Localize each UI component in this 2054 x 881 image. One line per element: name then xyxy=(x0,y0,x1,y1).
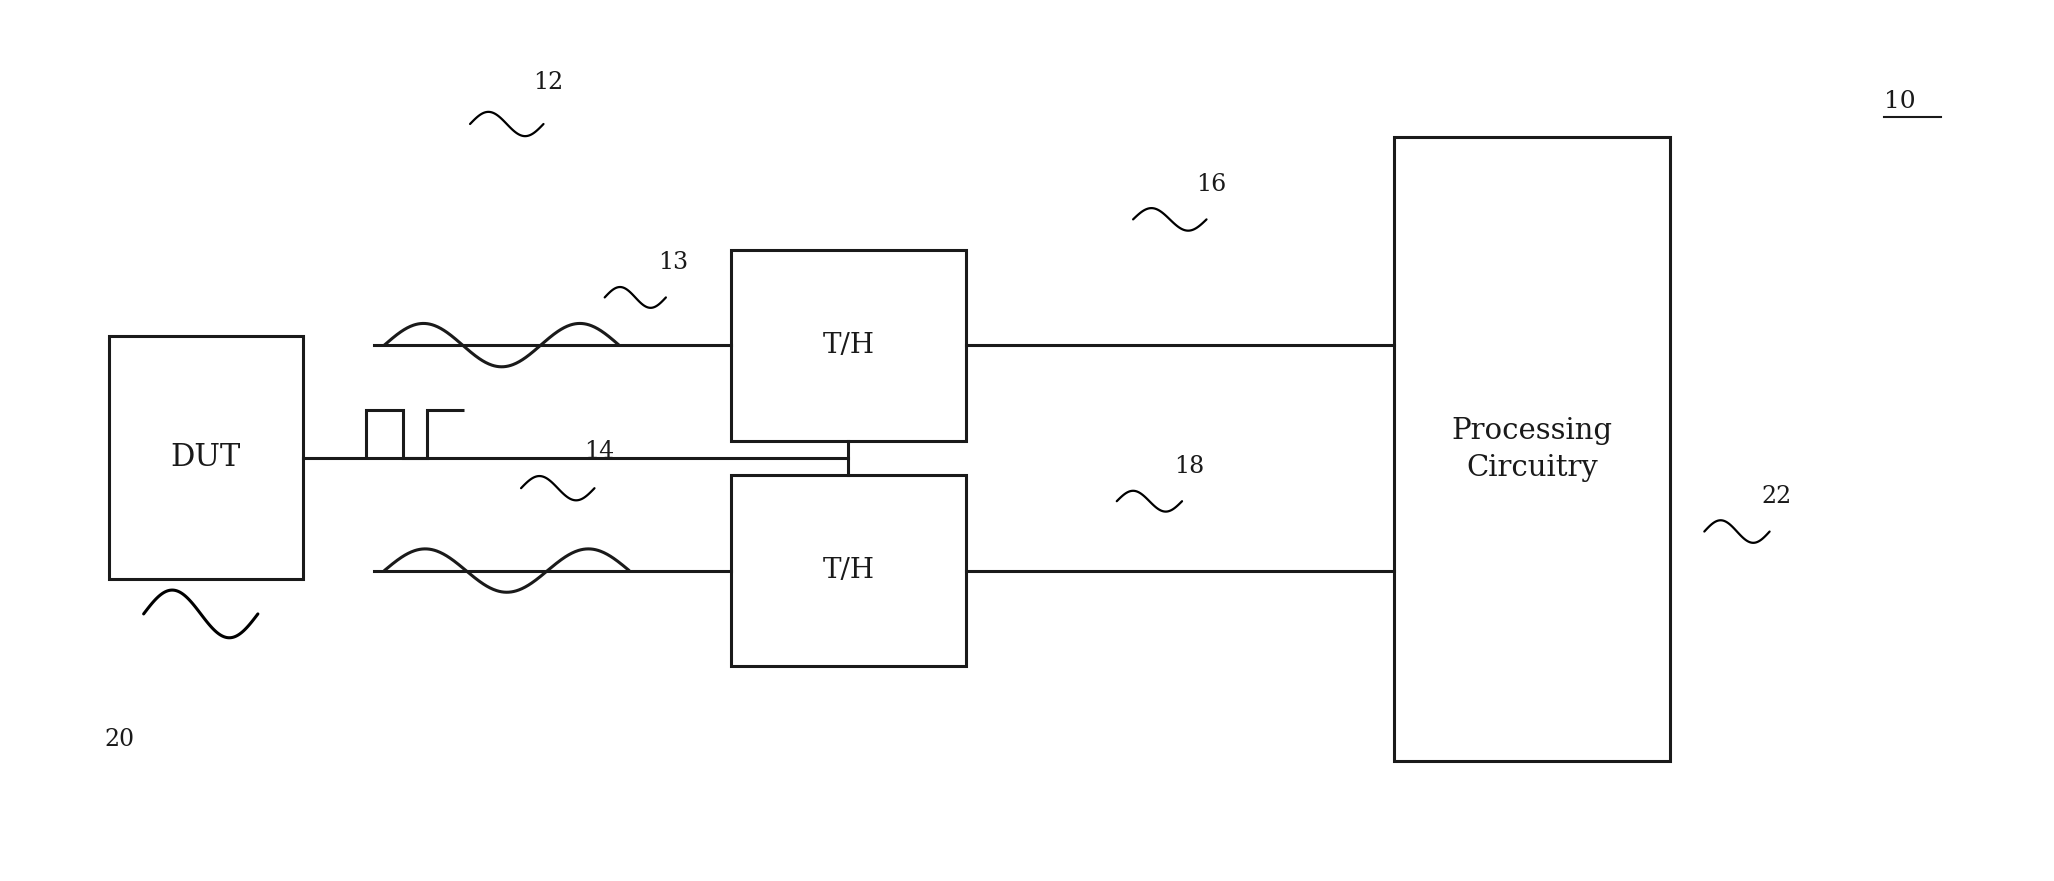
Bar xyxy=(1395,137,1670,761)
Bar xyxy=(109,337,302,579)
Text: 18: 18 xyxy=(1175,455,1204,478)
Text: Processing
Circuitry: Processing Circuitry xyxy=(1452,417,1612,482)
Text: DUT: DUT xyxy=(170,442,240,473)
Text: T/H: T/H xyxy=(822,557,875,584)
Bar xyxy=(731,249,965,440)
Text: T/H: T/H xyxy=(822,331,875,359)
Text: 13: 13 xyxy=(657,251,688,274)
Text: 10: 10 xyxy=(1884,90,1916,113)
Bar xyxy=(731,475,965,666)
Text: 20: 20 xyxy=(105,728,136,751)
Text: 14: 14 xyxy=(583,440,614,463)
Text: 22: 22 xyxy=(1762,485,1791,508)
Text: 12: 12 xyxy=(534,71,563,94)
Text: 16: 16 xyxy=(1195,173,1226,196)
